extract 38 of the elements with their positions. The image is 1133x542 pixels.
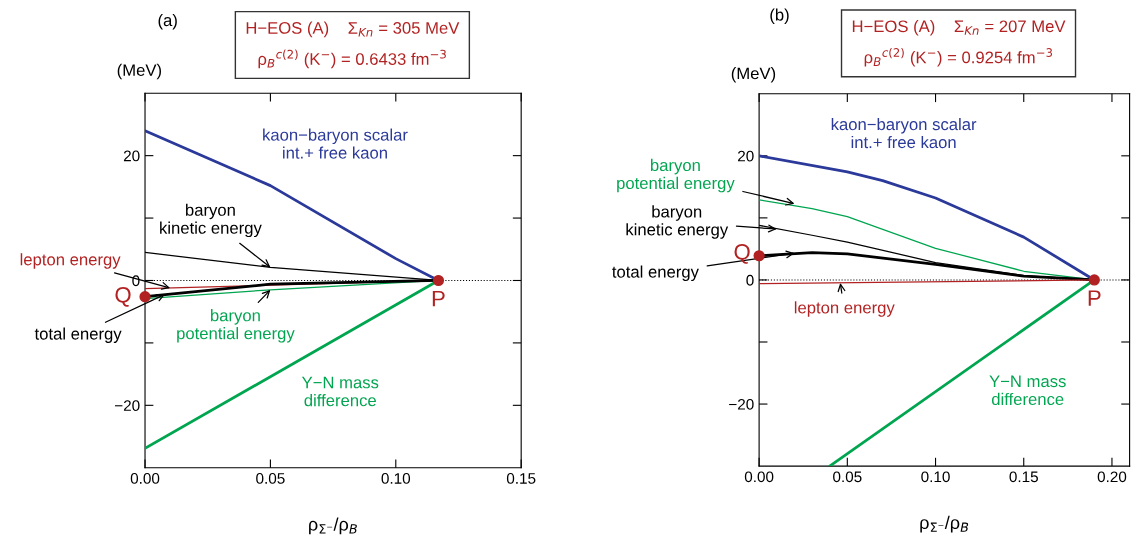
x-tick-label: 0.05 xyxy=(256,473,285,484)
text: H−EOS (A) Σ$_{Kn}$ = 305 MeV ρ$_{B}$$^{c(2)}$ (K$^{−}$) = 0.6433 fm$^{−3}$ xyxy=(246,21,460,69)
annotation: P xyxy=(1088,290,1101,306)
chart-title: (b) xyxy=(770,8,789,25)
annotation: Y−N mass difference xyxy=(301,376,379,407)
x-tick-label: 0.05 xyxy=(833,471,862,483)
x-axis-title: ρ$_{Σ⁻}$/ρ$_{B}$ xyxy=(920,515,969,533)
x-tick-label: 0.10 xyxy=(381,473,411,484)
y-tick-label: 20 xyxy=(123,150,140,162)
y-tick-label: −20 xyxy=(729,398,754,410)
annotation: total energy xyxy=(34,327,122,343)
y-axis-title: (MeV) xyxy=(731,67,776,83)
annotation: baryon potential energy xyxy=(617,158,735,193)
annotation: total energy xyxy=(612,265,699,282)
annotation: Q xyxy=(734,243,750,264)
annotation: P xyxy=(432,290,445,307)
x-tick-label: 0.10 xyxy=(921,471,950,483)
y-tick-label: 0 xyxy=(746,274,754,286)
y-tick-label: −20 xyxy=(115,400,140,412)
y-tick-label: 20 xyxy=(738,150,754,162)
x-tick-label: 0.20 xyxy=(1097,471,1127,483)
annotation: Y−N mass difference xyxy=(989,375,1066,406)
annotation: baryon potential energy xyxy=(177,309,295,343)
x-tick-label: 0.15 xyxy=(1009,471,1038,483)
annotation: Q xyxy=(115,286,131,307)
x-tick-label: 0.00 xyxy=(744,471,774,483)
annotation: kaon−baryon scalar int.+ free kaon xyxy=(831,117,977,149)
annotation: kaon−baryon scalar int.+ free kaon xyxy=(263,128,408,159)
annotation: baryon kinetic energy xyxy=(626,205,729,239)
x-axis-title: ρ$_{Σ⁻}$/ρ$_{B}$ xyxy=(309,517,357,535)
annotation: lepton energy xyxy=(794,301,895,317)
x-tick-label: 0.00 xyxy=(130,473,160,484)
annotation: baryon kinetic energy xyxy=(160,203,262,238)
x-tick-label: 0.15 xyxy=(506,473,536,484)
annotation: lepton energy xyxy=(20,253,121,269)
chart-title: (a) xyxy=(158,13,177,30)
text: H−EOS (A) Σ$_{Kn}$ = 207 MeV ρ$_{B}$$^{c(2)}$ (K$^{−}$) = 0.9254 fm$^{−3}$ xyxy=(852,19,1066,67)
y-axis-title: (MeV) xyxy=(117,63,162,80)
